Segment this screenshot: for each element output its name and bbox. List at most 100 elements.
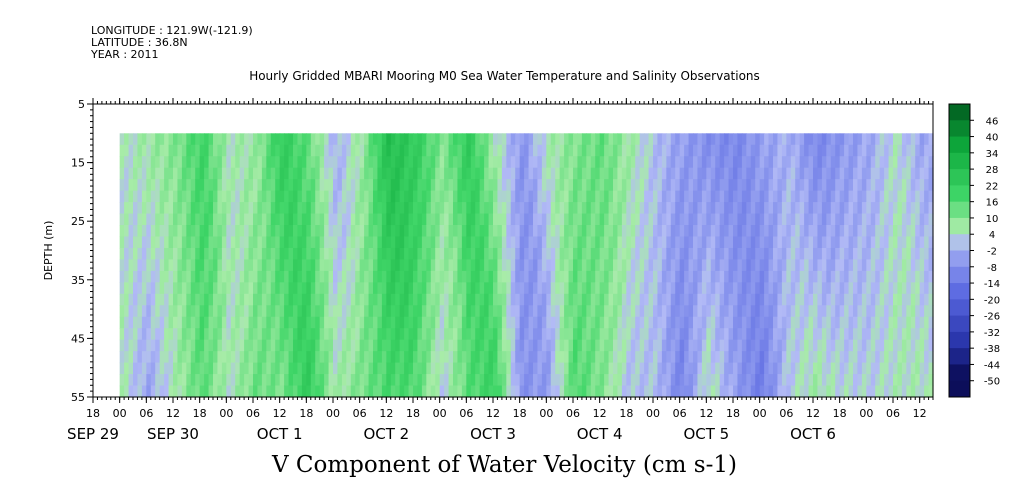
heatmap-cell: [919, 374, 925, 387]
heatmap-cell: [195, 156, 201, 169]
heatmap-cell: [279, 144, 285, 157]
heatmap-cell: [888, 213, 894, 226]
heatmap-cell: [386, 225, 392, 238]
heatmap-cell: [804, 328, 810, 341]
heatmap-cell: [795, 225, 801, 238]
heatmap-cell: [613, 351, 619, 364]
heatmap-cell: [346, 236, 352, 249]
heatmap-cell: [719, 236, 725, 249]
heatmap-cell: [541, 282, 547, 295]
heatmap-cell: [159, 351, 165, 364]
heatmap-cell: [799, 225, 805, 238]
heatmap-cell: [461, 133, 467, 146]
colorbar-swatch: [949, 152, 970, 170]
heatmap-cell: [675, 167, 681, 180]
heatmap-cell: [639, 202, 645, 215]
heatmap-cell: [697, 133, 703, 146]
heatmap-cell: [768, 144, 774, 157]
heatmap-cell: [253, 362, 259, 375]
heatmap-cell: [301, 247, 307, 261]
heatmap-cell: [657, 259, 663, 272]
heatmap-cell: [364, 202, 370, 215]
heatmap-cell: [448, 339, 454, 352]
heatmap-cell: [217, 213, 223, 226]
heatmap-cell: [675, 259, 681, 272]
heatmap-cell: [897, 362, 903, 375]
heatmap-cell: [128, 385, 134, 398]
heatmap-cell: [164, 270, 170, 283]
heatmap-cell: [821, 385, 827, 398]
heatmap-cell: [159, 213, 165, 226]
heatmap-cell: [928, 225, 934, 238]
heatmap-cell: [324, 236, 330, 249]
heatmap-cell: [839, 156, 845, 169]
heatmap-cell: [693, 202, 699, 215]
heatmap-cell: [417, 328, 423, 341]
heatmap-cell: [764, 190, 770, 203]
heatmap-cell: [821, 213, 827, 226]
heatmap-cell: [630, 259, 636, 272]
heatmap-cell: [479, 374, 485, 387]
heatmap-cell: [261, 385, 267, 398]
heatmap-cell: [444, 362, 450, 375]
heatmap-cell: [408, 270, 414, 283]
heatmap-cell: [790, 179, 796, 192]
heatmap-cell: [377, 305, 383, 318]
heatmap-cell: [310, 225, 316, 238]
heatmap-cell: [733, 328, 739, 341]
heatmap-cell: [630, 351, 636, 364]
heatmap-cell: [128, 339, 134, 352]
heatmap-cell: [564, 225, 570, 238]
heatmap-cell: [324, 374, 330, 387]
heatmap-cell: [537, 247, 543, 261]
heatmap-cell: [799, 362, 805, 375]
heatmap-cell: [661, 156, 667, 169]
heatmap-cell: [293, 259, 299, 272]
heatmap-cell: [444, 236, 450, 249]
heatmap-cell: [733, 156, 739, 169]
heatmap-cell: [768, 156, 774, 169]
heatmap-cell: [826, 190, 832, 203]
heatmap-cell: [155, 385, 161, 398]
heatmap-cell: [888, 202, 894, 215]
heatmap-cell: [221, 247, 227, 261]
heatmap-cell: [839, 282, 845, 295]
heatmap-cell: [448, 328, 454, 341]
heatmap-cell: [844, 213, 850, 226]
heatmap-cell: [217, 270, 223, 283]
heatmap-cell: [639, 316, 645, 329]
heatmap-cell: [661, 362, 667, 375]
heatmap-cell: [768, 374, 774, 387]
heatmap-cell: [204, 259, 210, 272]
heatmap-cell: [164, 385, 170, 398]
heatmap-cell: [528, 385, 534, 398]
heatmap-cell: [328, 293, 334, 306]
heatmap-cell: [519, 179, 525, 192]
heatmap-cell: [328, 133, 334, 146]
heatmap-cell: [813, 190, 819, 203]
heatmap-cell: [701, 385, 707, 398]
heatmap-cell: [781, 259, 787, 272]
heatmap-cell: [275, 179, 281, 192]
heatmap-cell: [693, 156, 699, 169]
heatmap-cell: [479, 167, 485, 180]
heatmap-cell: [817, 259, 823, 272]
heatmap-cell: [666, 293, 672, 306]
heatmap-cell: [421, 293, 427, 306]
heatmap-cell: [586, 179, 592, 192]
heatmap-cell: [573, 167, 579, 180]
heatmap-cell: [781, 213, 787, 226]
heatmap-cell: [550, 156, 556, 169]
heatmap-cell: [866, 282, 872, 295]
y-tick-label: 15: [71, 157, 85, 170]
heatmap-cell: [799, 385, 805, 398]
heatmap-cell: [568, 202, 574, 215]
heatmap-cell: [386, 270, 392, 283]
heatmap-cell: [657, 316, 663, 329]
heatmap-cell: [799, 213, 805, 226]
heatmap-cell: [239, 328, 245, 341]
heatmap-cell: [546, 293, 552, 306]
heatmap-cell: [421, 167, 427, 180]
heatmap-cell: [813, 179, 819, 192]
heatmap-cell: [484, 225, 490, 238]
